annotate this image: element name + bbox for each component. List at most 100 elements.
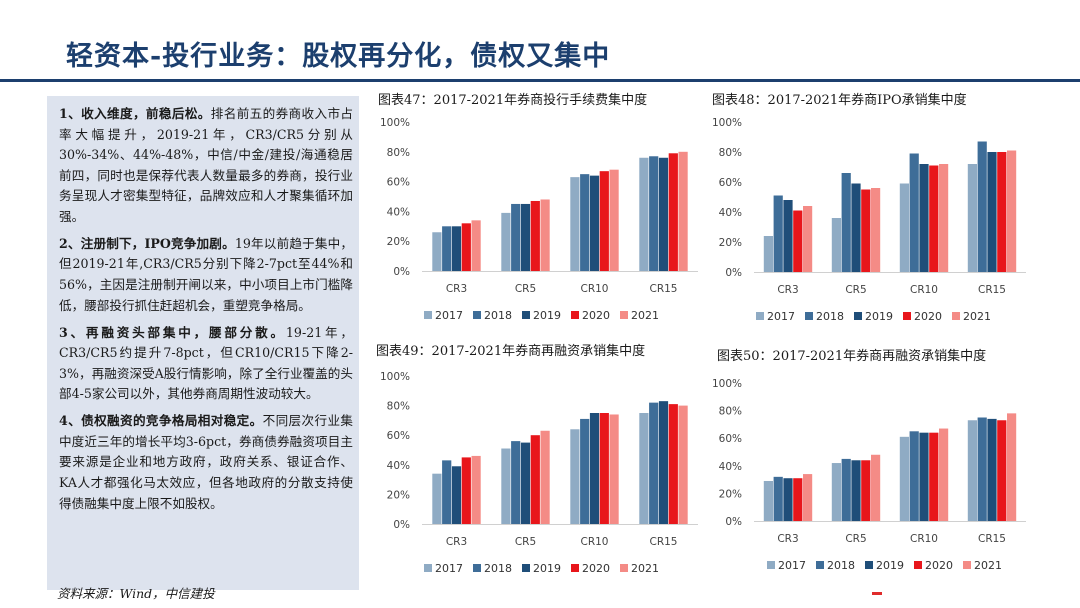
x-tick-label: CR15 bbox=[650, 536, 678, 548]
legend-label-2017: 2017 bbox=[435, 309, 463, 322]
y-tick-label: 100% bbox=[712, 378, 742, 390]
y-tick-label: 100% bbox=[380, 371, 410, 383]
bar-2019-CR3 bbox=[783, 200, 793, 272]
bar-2020-CR15 bbox=[668, 153, 678, 271]
bar-2018-CR5 bbox=[511, 203, 521, 271]
bar-2019-CR5 bbox=[851, 460, 861, 521]
x-tick-label: CR10 bbox=[581, 283, 609, 295]
bar-2019-CR3 bbox=[451, 466, 462, 524]
y-tick-label: 20% bbox=[719, 488, 742, 500]
bar-2020-CR3 bbox=[461, 223, 471, 271]
bar-2020-CR5 bbox=[530, 435, 540, 524]
legend-label-2017: 2017 bbox=[767, 310, 795, 323]
bar-2017-CR10 bbox=[899, 436, 909, 521]
chart-title: 图表48：2017-2021年券商IPO承销集中度 bbox=[712, 93, 967, 108]
bar-2021-CR3 bbox=[803, 206, 813, 272]
point-3: 3、再融资头部集中，腰部分散。19-21年，CR3/CR5约提升7-8pct，但… bbox=[59, 323, 353, 405]
legend-label-2017: 2017 bbox=[435, 562, 463, 575]
bar-2021-CR15 bbox=[678, 405, 688, 524]
bar-2018-CR15 bbox=[649, 156, 659, 271]
point-2-head: 2、注册制下，IPO竞争加剧。 bbox=[59, 235, 235, 251]
bar-2017-CR5 bbox=[501, 448, 511, 524]
legend-label-2017: 2017 bbox=[778, 559, 806, 572]
bar-2021-CR5 bbox=[540, 199, 550, 271]
point-4: 4、债权融资的竞争格局相对稳定。不同层次行业集中度近三年的增长平均3-6pct，… bbox=[59, 411, 353, 514]
legend-label-2021: 2021 bbox=[631, 562, 659, 575]
bar-2019-CR15 bbox=[658, 401, 669, 524]
legend-label-2021: 2021 bbox=[974, 559, 1002, 572]
bar-2021-CR3 bbox=[471, 220, 481, 271]
point-2-body: 19年以前趋于集中，但2019-21年,CR3/CR5分别下降2-7pct至44… bbox=[59, 235, 353, 313]
legend-swatch-2017 bbox=[424, 564, 432, 572]
bar-2019-CR10 bbox=[589, 175, 600, 271]
y-tick-label: 40% bbox=[719, 207, 742, 219]
bar-2021-CR3 bbox=[803, 474, 813, 521]
bar-2021-CR10 bbox=[939, 428, 949, 521]
bar-2020-CR3 bbox=[461, 457, 471, 524]
x-tick-label: CR5 bbox=[515, 283, 536, 295]
x-tick-label: CR10 bbox=[910, 284, 938, 296]
bar-2019-CR5 bbox=[851, 183, 861, 272]
legend-label-2020: 2020 bbox=[582, 562, 610, 575]
bar-2018-CR3 bbox=[773, 195, 783, 272]
bar-2020-CR5 bbox=[861, 460, 871, 521]
bar-2018-CR15 bbox=[977, 417, 987, 521]
bar-2020-CR5 bbox=[861, 189, 871, 272]
legend-swatch-2019 bbox=[522, 564, 530, 572]
legend-swatch-2021 bbox=[620, 311, 628, 319]
legend-swatch-2021 bbox=[963, 561, 971, 569]
bar-2020-CR10 bbox=[929, 165, 939, 272]
bar-2018-CR10 bbox=[580, 174, 590, 271]
bar-2019-CR10 bbox=[919, 432, 929, 521]
legend-swatch-2020 bbox=[914, 561, 922, 569]
bar-2019-CR15 bbox=[987, 418, 997, 521]
chart-49: 图表49：2017-2021年券商再融资承销集中度 0% 20% 40% 60% 80%… bbox=[376, 338, 706, 588]
legend-swatch-2019 bbox=[854, 312, 862, 320]
bar-2020-CR15 bbox=[997, 420, 1007, 521]
legend-label-2018: 2018 bbox=[484, 562, 512, 575]
bar-2017-CR15 bbox=[967, 420, 977, 521]
y-tick-label: 60% bbox=[719, 433, 742, 445]
x-tick-label: CR5 bbox=[845, 284, 866, 296]
decorative-red-mark bbox=[872, 592, 882, 595]
point-2: 2、注册制下，IPO竞争加剧。19年以前趋于集中，但2019-21年,CR3/C… bbox=[59, 234, 353, 316]
bar-2018-CR10 bbox=[909, 431, 919, 521]
legend-swatch-2021 bbox=[620, 564, 628, 572]
y-tick-label: 20% bbox=[387, 236, 410, 248]
point-3-body: 19-21年，CR3/CR5约提升7-8pct，但CR10/CR15下降2-3%… bbox=[59, 324, 353, 402]
legend-label-2019: 2019 bbox=[533, 562, 561, 575]
bar-2018-CR15 bbox=[977, 141, 987, 272]
x-tick-label: CR3 bbox=[446, 283, 467, 295]
bar-2020-CR15 bbox=[997, 152, 1007, 272]
bar-2017-CR3 bbox=[763, 480, 773, 521]
legend-label-2019: 2019 bbox=[876, 559, 904, 572]
bar-2019-CR15 bbox=[987, 152, 997, 272]
chart-49-svg: 0% 20% 40% 60% 80% 100% CR3 CR5 CR10 CR15 2017 2018… bbox=[380, 371, 698, 575]
legend-swatch-2019 bbox=[865, 561, 873, 569]
chart-title: 图表47：2017-2021年券商投行手续费集中度 bbox=[378, 93, 648, 108]
legend-swatch-2018 bbox=[805, 312, 813, 320]
chart-47: 图表47：2017-2021年券商投行手续费集中度 0% 20% 40% 60% 80%… bbox=[376, 88, 706, 338]
page-title: 轻资本-投行业务：股权再分化，债权又集中 bbox=[66, 41, 611, 72]
y-tick-label: 60% bbox=[387, 430, 410, 442]
bar-2021-CR5 bbox=[871, 454, 881, 521]
legend-label-2021: 2021 bbox=[631, 309, 659, 322]
bar-2019-CR10 bbox=[919, 164, 929, 272]
legend-label-2018: 2018 bbox=[484, 309, 512, 322]
bar-2021-CR5 bbox=[540, 430, 550, 524]
x-tick-label: CR5 bbox=[845, 533, 866, 545]
point-1-head: 1、收入维度，前稳后松。 bbox=[59, 106, 211, 121]
x-tick-label: CR3 bbox=[777, 533, 798, 545]
bar-2020-CR10 bbox=[599, 413, 609, 524]
y-tick-label: 80% bbox=[719, 406, 742, 418]
bar-2019-CR3 bbox=[451, 226, 462, 271]
legend-swatch-2020 bbox=[903, 312, 911, 320]
bar-2021-CR10 bbox=[939, 164, 949, 272]
bar-2021-CR3 bbox=[471, 455, 481, 524]
source-note: 资料来源：Wind，中信建投 bbox=[57, 586, 215, 601]
point-1: 1、收入维度，前稳后松。排名前五的券商收入市占率大幅提升，2019-21年，CR… bbox=[59, 104, 353, 228]
legend-swatch-2018 bbox=[473, 311, 481, 319]
bar-2021-CR10 bbox=[609, 414, 619, 524]
bar-2017-CR3 bbox=[432, 232, 442, 271]
legend-swatch-2020 bbox=[571, 311, 579, 319]
